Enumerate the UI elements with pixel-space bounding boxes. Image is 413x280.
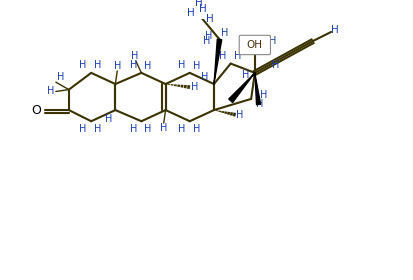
Text: H: H (272, 60, 279, 70)
Text: H: H (269, 36, 276, 46)
Text: H: H (256, 99, 263, 109)
Polygon shape (214, 39, 222, 84)
Text: H: H (105, 114, 112, 124)
Text: H: H (331, 25, 339, 35)
Text: H: H (178, 60, 185, 71)
Text: H: H (79, 60, 87, 70)
Text: H: H (160, 123, 167, 133)
Text: H: H (236, 109, 244, 120)
Text: H: H (79, 124, 87, 134)
Text: OH: OH (247, 40, 263, 50)
Text: H: H (221, 28, 229, 38)
Text: H: H (191, 82, 198, 92)
Text: H: H (57, 72, 64, 81)
Text: H: H (206, 14, 214, 24)
Text: H: H (234, 51, 241, 61)
Text: H: H (130, 60, 137, 71)
Text: H: H (145, 124, 152, 134)
Text: H: H (94, 60, 102, 70)
Text: H: H (193, 61, 200, 71)
Text: H: H (205, 31, 213, 41)
Text: H: H (114, 61, 121, 71)
Text: H: H (201, 72, 208, 81)
Text: H: H (195, 0, 203, 8)
Text: H: H (47, 87, 55, 97)
Text: H: H (178, 124, 185, 134)
Text: H: H (131, 51, 138, 61)
Text: H: H (261, 90, 268, 100)
Polygon shape (255, 73, 261, 105)
Text: H: H (219, 51, 226, 61)
Text: H: H (187, 8, 195, 18)
Text: H: H (242, 70, 249, 80)
Text: H: H (94, 124, 102, 134)
Text: H: H (145, 61, 152, 71)
Text: H: H (193, 124, 200, 134)
Text: H: H (130, 124, 137, 134)
Text: O: O (31, 104, 41, 116)
FancyBboxPatch shape (239, 35, 271, 55)
Polygon shape (229, 73, 255, 102)
Text: H: H (203, 36, 210, 46)
Text: H: H (199, 4, 206, 14)
